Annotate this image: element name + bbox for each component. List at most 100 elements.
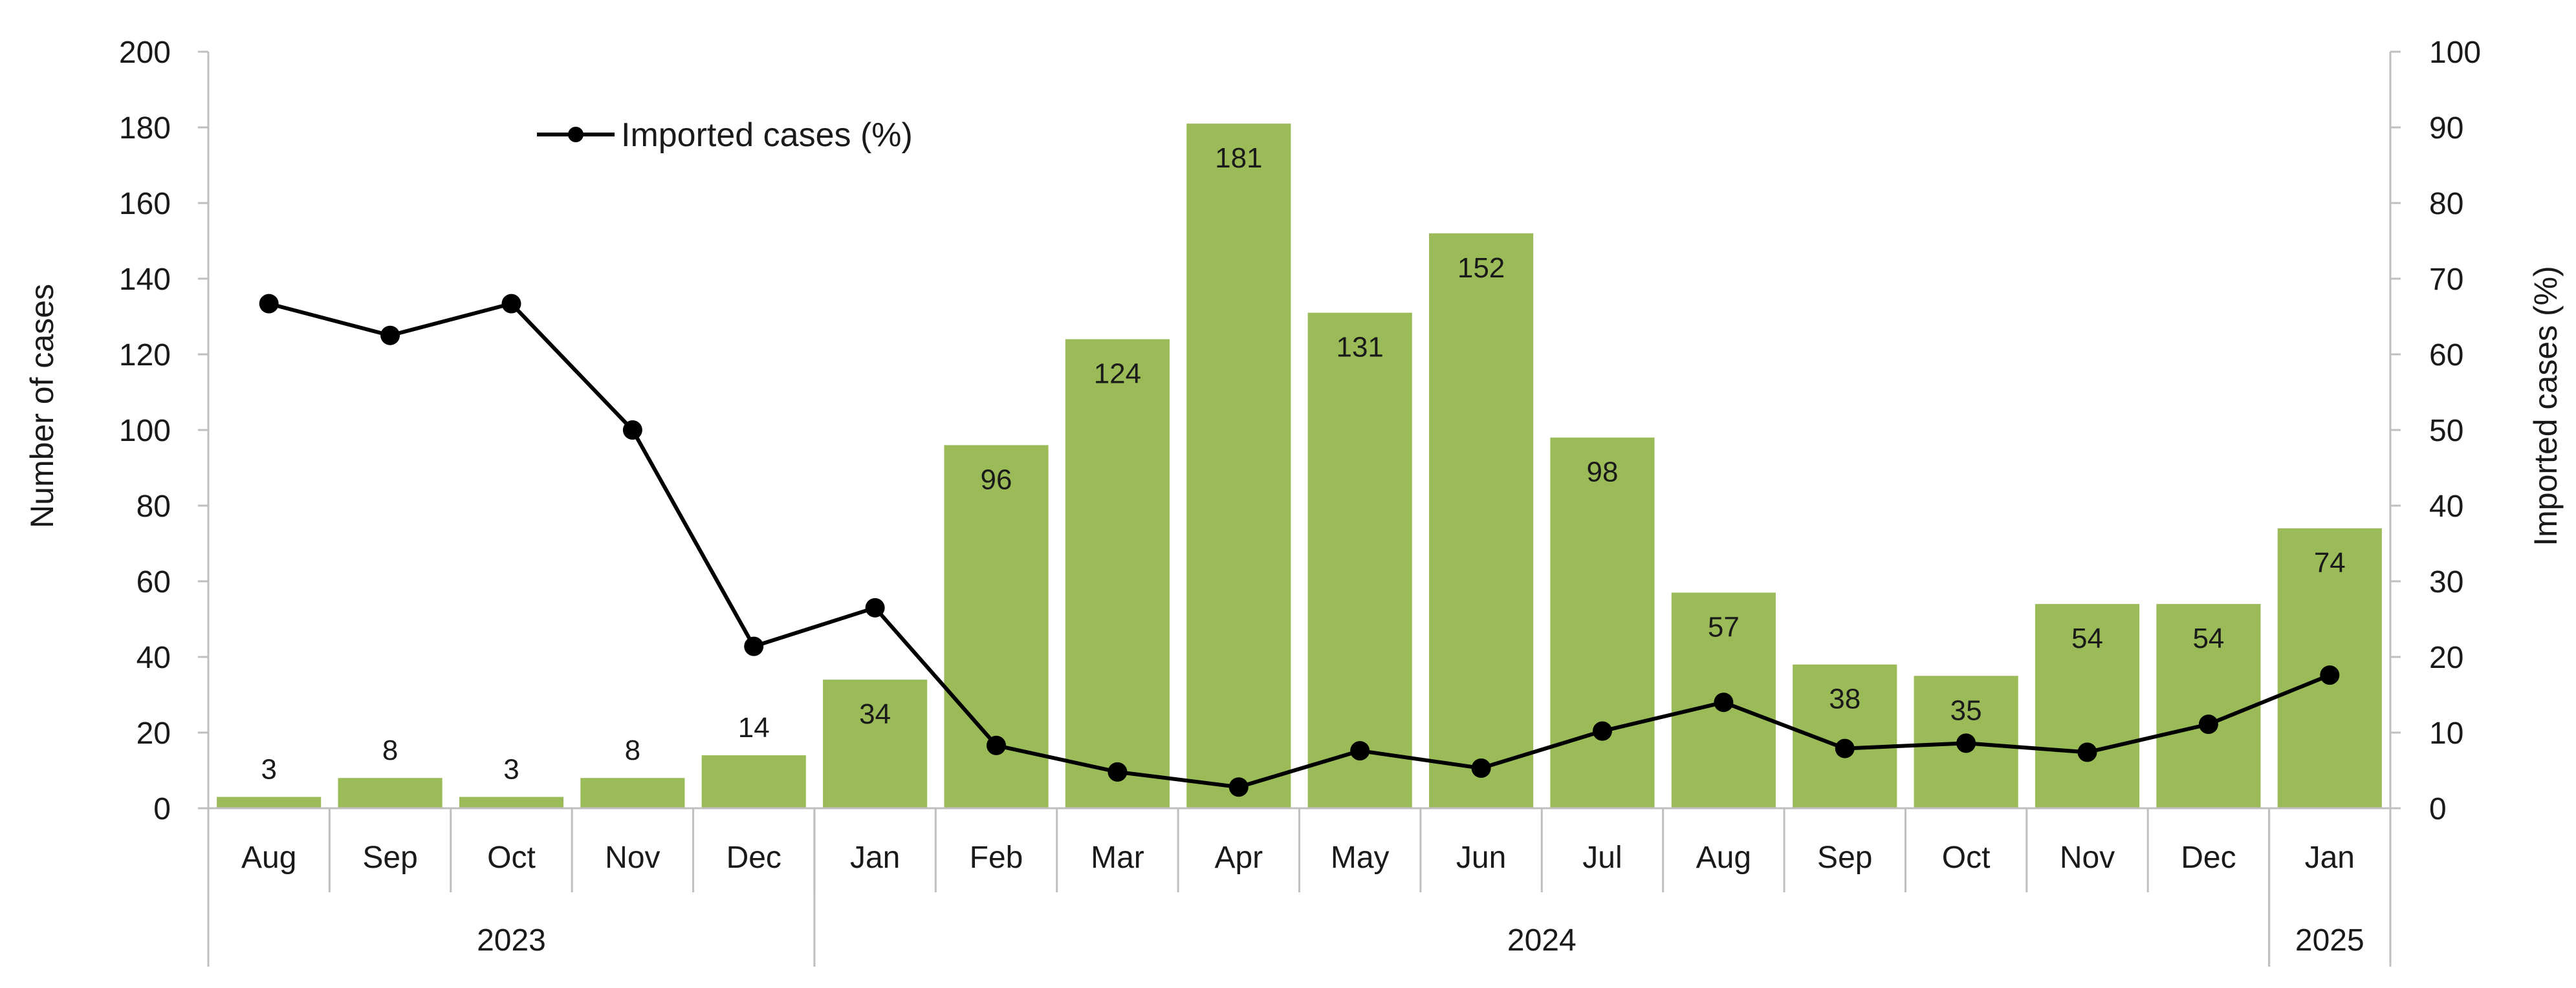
imported-cases-point <box>259 294 279 314</box>
y2-tick-label: 40 <box>2429 489 2463 524</box>
y-tick-label: 0 <box>153 792 171 826</box>
imported-cases-point <box>744 636 764 656</box>
x-tick-label: Sep <box>362 841 417 875</box>
imported-cases-point <box>1835 738 1855 758</box>
y-tick-label: 140 <box>119 263 171 297</box>
y-tick-label: 200 <box>119 36 171 70</box>
y-tick-label: 60 <box>136 565 171 599</box>
bar-value-label: 57 <box>1708 612 1740 643</box>
x-tick-label: Oct <box>487 841 536 875</box>
bar-value-label: 35 <box>1950 694 1982 726</box>
y-tick-label: 160 <box>119 187 171 221</box>
bars-layer <box>217 124 2382 808</box>
bar-value-label: 74 <box>2314 547 2346 579</box>
bar <box>459 797 564 808</box>
bar <box>701 755 806 808</box>
bar-value-label: 181 <box>1215 142 1262 174</box>
bar-value-label: 3 <box>503 753 519 785</box>
bar-value-label: 54 <box>2192 623 2224 654</box>
imported-cases-point <box>865 597 885 618</box>
x-tick-label: Dec <box>2181 841 2236 875</box>
x-tick-label: Oct <box>1942 841 1991 875</box>
imported-cases-point <box>1471 758 1491 778</box>
bar <box>1550 437 1655 808</box>
y2-tick-label: 70 <box>2429 263 2463 297</box>
bar-value-label: 34 <box>859 698 891 730</box>
imported-cases-point <box>1350 741 1370 761</box>
x-tick-label: May <box>1331 841 1390 875</box>
x-tick-label: Nov <box>2060 841 2115 875</box>
y2-tick-label: 50 <box>2429 414 2463 448</box>
line-layer <box>259 294 2340 797</box>
imported-cases-point <box>380 325 400 345</box>
bar-value-label: 8 <box>625 735 640 766</box>
bar-value-label: 3 <box>261 753 276 785</box>
x-tick-label: Jul <box>1582 841 1622 875</box>
x-tick-label: Mar <box>1091 841 1144 875</box>
imported-cases-point <box>1228 777 1249 797</box>
imported-cases-point <box>1714 693 1734 713</box>
x-tick-label: Feb <box>970 841 1023 875</box>
x-tick-label: Aug <box>1696 841 1751 875</box>
y2-tick-label: 80 <box>2429 187 2463 221</box>
bar <box>338 778 442 808</box>
x-tick-label: Nov <box>605 841 660 875</box>
y-tick-label: 80 <box>136 489 171 524</box>
y2-tick-label: 60 <box>2429 338 2463 372</box>
y2-tick-label: 0 <box>2429 792 2447 826</box>
year-label: 2025 <box>2295 923 2364 958</box>
x-tick-label: Dec <box>726 841 781 875</box>
x-tick-label: Jan <box>2305 841 2355 875</box>
year-label: 2023 <box>477 923 546 958</box>
bar-value-label: 54 <box>2071 623 2103 654</box>
bar <box>580 778 685 808</box>
bar <box>2035 604 2140 808</box>
imported-cases-point <box>2077 742 2097 762</box>
x-tick-label: Sep <box>1817 841 1872 875</box>
y2-tick-label: 100 <box>2429 36 2481 70</box>
bar <box>1065 339 1170 808</box>
y-tick-label: 180 <box>119 111 171 145</box>
bar <box>1186 124 1291 808</box>
bar-value-label: 96 <box>981 464 1012 495</box>
y2-tick-label: 20 <box>2429 641 2463 675</box>
y2-tick-label: 30 <box>2429 565 2463 599</box>
bar-value-label: 38 <box>1829 683 1861 715</box>
y2-tick-label: 10 <box>2429 716 2463 751</box>
y-tick-label: 100 <box>119 414 171 448</box>
imported-cases-point <box>1956 733 1976 753</box>
axes-layer: 0 20 40 60 80 100 120 140 160 180 200 0 10 20 30 40 50 60… <box>119 36 2481 967</box>
imported-cases-point <box>2320 665 2340 685</box>
imported-cases-point <box>1592 721 1612 741</box>
legend-label: Imported cases (%) <box>621 116 913 154</box>
bar-value-label: 98 <box>1586 456 1618 488</box>
legend-marker <box>568 127 584 142</box>
x-tick-label: Apr <box>1214 841 1263 875</box>
imported-cases-point <box>1108 762 1128 782</box>
y2-tick-label: 90 <box>2429 111 2463 145</box>
bar-value-label: 124 <box>1094 358 1141 390</box>
y-tick-label: 120 <box>119 338 171 372</box>
bar <box>1429 233 1534 808</box>
imported-cases-point <box>2198 714 2218 735</box>
imported-cases-point <box>987 735 1007 755</box>
bar <box>1307 312 1412 808</box>
y-tick-label: 40 <box>136 641 171 675</box>
x-tick-label: Jan <box>850 841 900 875</box>
bar <box>217 797 322 808</box>
y-tick-label: 20 <box>136 716 171 751</box>
bar-value-label: 14 <box>738 712 770 744</box>
bar-value-label: 8 <box>382 735 398 766</box>
y-axis-title: Number of cases <box>24 284 60 528</box>
x-tick-label: Aug <box>241 841 296 875</box>
bar-value-label: 152 <box>1457 252 1505 284</box>
bar-value-label: 131 <box>1336 332 1383 363</box>
year-label: 2024 <box>1507 923 1577 958</box>
bar <box>2156 604 2261 808</box>
imported-cases-line <box>268 301 2331 789</box>
imported-cases-point <box>501 294 521 314</box>
bar <box>823 680 928 808</box>
legend: Imported cases (%) <box>537 116 913 154</box>
